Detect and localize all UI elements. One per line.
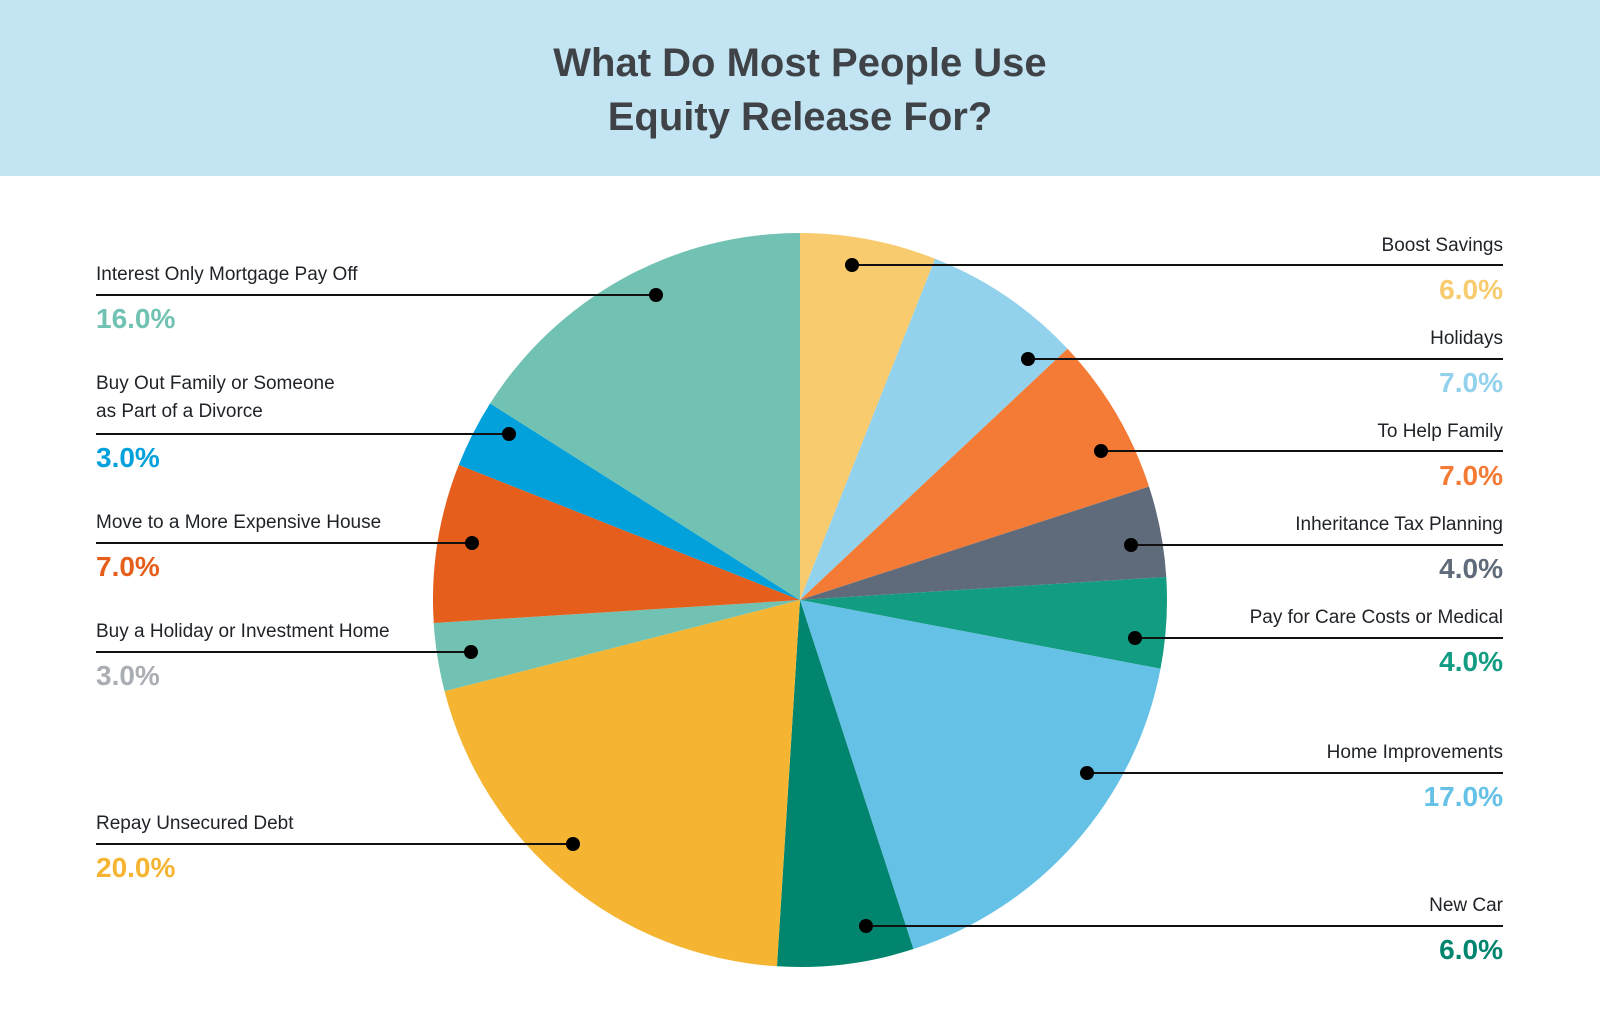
slice-value-move-to-a-more-expensive-house: 7.0% xyxy=(96,551,160,582)
leader-dot-boost-savings xyxy=(845,258,859,272)
chart-title: What Do Most People Use Equity Release F… xyxy=(0,36,1600,144)
leader-dot-repay-unsecured-debt xyxy=(566,837,580,851)
leader-dot-buy-a-holiday-or-investment-home xyxy=(464,645,478,659)
slice-label-buy-a-holiday-or-investment-home: Buy a Holiday or Investment Home xyxy=(96,621,390,642)
slice-value-pay-for-care-costs-or-medical: 4.0% xyxy=(1439,646,1503,677)
pie-slice-repay-unsecured-debt xyxy=(444,600,800,967)
pie-slice-move-to-a-more-expensive-house xyxy=(432,464,800,624)
slice-label-inheritance-tax-planning: Inheritance Tax Planning xyxy=(1295,514,1503,535)
slice-value-holidays: 7.0% xyxy=(1439,367,1503,398)
slice-label-home-improvements: Home Improvements xyxy=(1327,742,1503,763)
slice-label-move-to-a-more-expensive-house: Move to a More Expensive House xyxy=(96,512,381,533)
pie-slice-buy-a-holiday-or-investment-home xyxy=(433,600,800,692)
leader-dot-interest-only-mortgage-pay-off xyxy=(649,288,663,302)
slice-label-buy-out-family-or-someone-as-part-of-a-divorce-line-1: Buy Out Family or Someone xyxy=(96,373,335,394)
slice-value-inheritance-tax-planning: 4.0% xyxy=(1439,553,1503,584)
slice-label-new-car: New Car xyxy=(1429,895,1504,916)
slice-value-interest-only-mortgage-pay-off: 16.0% xyxy=(96,303,175,334)
pie-slice-boost-savings xyxy=(800,233,936,600)
slice-value-to-help-family: 7.0% xyxy=(1439,460,1503,491)
pie-slice-home-improvements xyxy=(800,600,1161,950)
pie-slice-buy-out-family-or-someone-as-part-of-a-divorce xyxy=(458,403,800,600)
pie-slice-pay-for-care-costs-or-medical xyxy=(800,576,1168,669)
slice-value-buy-out-family-or-someone-as-part-of-a-divorce: 3.0% xyxy=(96,442,160,473)
leader-dot-inheritance-tax-planning xyxy=(1124,538,1138,552)
slice-label-pay-for-care-costs-or-medical: Pay for Care Costs or Medical xyxy=(1250,607,1503,628)
leader-dot-holidays xyxy=(1021,352,1035,366)
leader-dot-new-car xyxy=(859,919,873,933)
leader-dot-to-help-family xyxy=(1094,444,1108,458)
slice-value-new-car: 6.0% xyxy=(1439,934,1503,965)
leader-dot-home-improvements xyxy=(1080,766,1094,780)
slice-label-boost-savings: Boost Savings xyxy=(1382,235,1503,256)
slice-value-home-improvements: 17.0% xyxy=(1424,781,1503,812)
chart-title-line-1: What Do Most People Use xyxy=(553,41,1047,85)
chart-title-line-2: Equity Release For? xyxy=(607,95,993,139)
slice-label-interest-only-mortgage-pay-off: Interest Only Mortgage Pay Off xyxy=(96,264,358,285)
leader-dot-pay-for-care-costs-or-medical xyxy=(1128,631,1142,645)
title-banner: What Do Most People Use Equity Release F… xyxy=(0,0,1600,176)
slice-label-buy-out-family-or-someone-as-part-of-a-divorce-line-2: as Part of a Divorce xyxy=(96,401,263,422)
leader-dot-move-to-a-more-expensive-house xyxy=(465,536,479,550)
slice-label-repay-unsecured-debt: Repay Unsecured Debt xyxy=(96,813,294,834)
slice-value-boost-savings: 6.0% xyxy=(1439,274,1503,305)
pie-slice-interest-only-mortgage-pay-off xyxy=(490,232,800,600)
pie-slice-inheritance-tax-planning xyxy=(800,486,1167,600)
slice-value-buy-a-holiday-or-investment-home: 3.0% xyxy=(96,660,160,691)
slice-label-to-help-family: To Help Family xyxy=(1377,421,1503,442)
pie-slice-new-car xyxy=(776,600,914,968)
leader-dot-buy-out-family-or-someone-as-part-of-a-divorce xyxy=(502,427,516,441)
pie-callouts: Boost Savings 6.0% Holidays 7.0% To Help Fam… xyxy=(96,235,1504,965)
slice-label-holidays: Holidays xyxy=(1430,328,1503,349)
slice-value-repay-unsecured-debt: 20.0% xyxy=(96,852,175,883)
pie-slices xyxy=(432,232,1168,968)
pie-slice-to-help-family xyxy=(800,348,1150,600)
pie-slice-holidays xyxy=(800,258,1068,600)
